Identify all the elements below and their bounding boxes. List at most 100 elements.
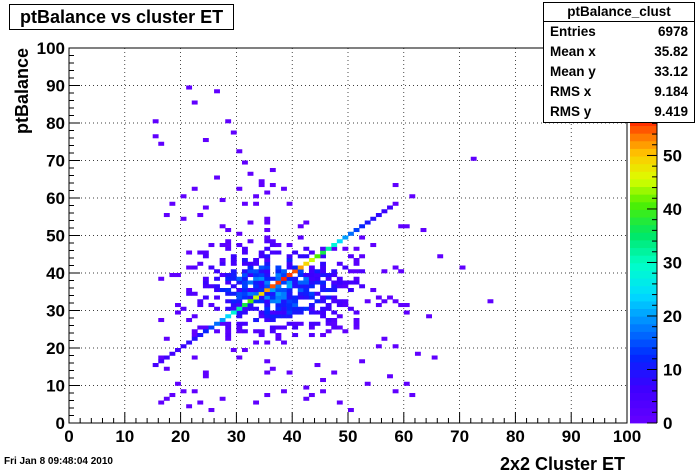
histogram-bin <box>241 329 248 334</box>
histogram-bin <box>241 348 248 353</box>
histogram-bin <box>348 408 354 413</box>
histogram-bin <box>264 273 271 278</box>
histogram-bin <box>253 269 260 274</box>
histogram-bin <box>230 348 237 353</box>
histogram-bin <box>353 318 360 323</box>
histogram-bin <box>269 243 276 248</box>
histogram-bin <box>353 258 360 263</box>
stats-label: RMS y <box>550 104 592 119</box>
histogram-bin <box>409 194 416 199</box>
histogram-bin <box>308 250 315 255</box>
histogram-bin <box>325 288 332 293</box>
histogram-bin <box>197 333 204 338</box>
histogram-bin <box>202 325 209 330</box>
histogram-bin <box>241 258 248 263</box>
histogram-bin <box>292 310 299 315</box>
histogram-bin <box>320 265 326 270</box>
histogram-bin <box>286 370 293 375</box>
histogram-bin <box>264 258 271 263</box>
x-tick-label: 80 <box>506 427 525 446</box>
histogram-bin <box>342 284 349 289</box>
histogram-bin <box>236 288 243 293</box>
x-tick-label: 40 <box>283 427 302 446</box>
histogram-bin <box>286 265 293 270</box>
histogram-bin <box>286 288 293 293</box>
histogram-bin <box>197 400 204 405</box>
histogram-bin <box>225 321 232 326</box>
histogram-bin <box>236 355 243 360</box>
histogram-bin <box>219 318 226 323</box>
histogram-bin <box>241 269 248 274</box>
histogram-bin <box>258 299 265 304</box>
palette-segment <box>630 247 657 256</box>
histogram-bin <box>286 303 293 308</box>
histogram-bin <box>258 269 265 274</box>
histogram-bin <box>314 299 321 304</box>
histogram-bin <box>269 183 276 188</box>
histogram-bin <box>398 303 405 308</box>
histogram-bin <box>258 179 265 184</box>
histogram-bin <box>269 284 276 289</box>
y-tick-label: 0 <box>56 414 65 433</box>
histogram-bin <box>303 306 310 311</box>
histogram-bin <box>247 280 254 285</box>
histogram-bin <box>241 246 248 251</box>
x-tick-label: 70 <box>450 427 469 446</box>
histogram-bin <box>320 310 326 315</box>
histogram-bin <box>163 366 170 371</box>
z-tick-label: 10 <box>663 360 682 379</box>
histogram-bin <box>303 261 310 266</box>
x-tick-label: 30 <box>227 427 246 446</box>
histogram-bin <box>197 299 204 304</box>
palette-segment <box>630 384 657 393</box>
palette-segment <box>630 308 657 317</box>
histogram-bin <box>392 201 399 206</box>
histogram-bin <box>253 400 260 405</box>
histogram-bin <box>303 254 310 259</box>
histogram-bin <box>331 273 338 278</box>
histogram-bin <box>247 295 254 300</box>
histogram-bin <box>275 333 282 338</box>
histogram-bin <box>308 269 315 274</box>
z-tick-label: 50 <box>663 146 682 165</box>
histogram-bin <box>320 284 326 289</box>
histogram-bin <box>320 288 326 293</box>
histogram-bin <box>258 183 265 188</box>
histogram-bin <box>258 250 265 255</box>
histogram-bin <box>286 276 293 281</box>
histogram-bin <box>225 228 232 233</box>
histogram-bin <box>191 355 198 360</box>
histogram-bin <box>320 378 326 383</box>
histogram-bin <box>292 306 299 311</box>
histogram-bin <box>359 269 366 274</box>
histogram-bin <box>308 393 315 398</box>
histogram-bin <box>336 284 343 289</box>
histogram-bin <box>353 228 360 233</box>
histogram-bin <box>314 280 321 285</box>
timestamp: Fri Jan 8 09:48:04 2010 <box>4 456 113 467</box>
histogram-bin <box>275 273 282 278</box>
palette-segment <box>630 156 657 165</box>
histogram-bin <box>359 254 366 259</box>
histogram-bin <box>230 269 237 274</box>
histogram-bin <box>308 258 315 263</box>
histogram-bin <box>269 276 276 281</box>
histogram-bin <box>163 396 170 401</box>
histogram-bin <box>353 280 360 285</box>
histogram-bin <box>258 254 265 259</box>
histogram-bin <box>208 284 215 289</box>
histogram-bin <box>325 273 332 278</box>
histogram-bin <box>320 333 326 338</box>
histogram-bin <box>241 306 248 311</box>
histogram-bin <box>225 336 232 341</box>
histogram-bin <box>308 306 315 311</box>
histogram-bin <box>320 280 326 285</box>
histogram-bin <box>314 273 321 278</box>
histogram-bin <box>308 273 315 278</box>
histogram-bin <box>253 273 260 278</box>
histogram-bin <box>269 168 276 173</box>
grid-lines <box>69 48 627 423</box>
x-tick-label: 10 <box>115 427 134 446</box>
histogram-bin <box>158 359 165 364</box>
